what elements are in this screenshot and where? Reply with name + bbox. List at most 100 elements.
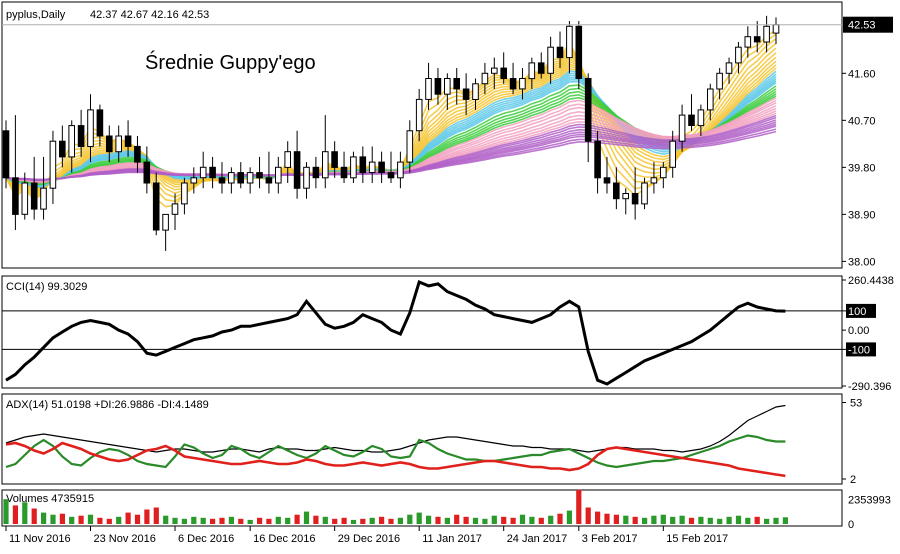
volume-bar <box>773 517 779 524</box>
candle-body <box>40 187 47 210</box>
candle-body <box>312 166 320 179</box>
candle-body <box>68 125 76 158</box>
time-tick-label: 3 Feb 2017 <box>582 533 638 545</box>
cci-pane-frame <box>1 275 843 389</box>
volume-bar <box>717 518 723 524</box>
cci-tick-label: 100 <box>848 306 866 318</box>
volume-bar <box>87 514 94 524</box>
candle-body <box>613 182 620 200</box>
volume-bar <box>604 513 610 524</box>
adx-pane-frame <box>1 393 843 485</box>
cci-tick-label: -100 <box>848 344 870 356</box>
candle-body <box>594 140 601 179</box>
candle-body <box>181 182 188 205</box>
candle-body <box>199 166 207 179</box>
volume-bar <box>116 516 122 524</box>
candle-body <box>725 62 733 74</box>
volume-bar <box>134 514 141 524</box>
candle-body <box>716 72 723 90</box>
candle-body <box>228 172 235 184</box>
volume-bar <box>548 515 554 524</box>
time-tick-label: 24 Jan 2017 <box>507 533 568 545</box>
candle-body <box>340 166 348 179</box>
volume-bar <box>59 513 65 524</box>
volume-bar <box>360 518 366 524</box>
time-axis: 11 Nov 2016 23 Nov 2016 6 Dec 2016 16 Dec 2… <box>5 526 728 545</box>
volume-bar <box>191 516 197 524</box>
candle-body <box>688 114 695 126</box>
candle-body <box>397 161 404 179</box>
candle-body <box>387 172 395 179</box>
volume-bar <box>642 517 648 524</box>
candle-body <box>669 140 677 168</box>
candle-body <box>537 62 545 74</box>
cci-plot <box>2 279 842 386</box>
candle-body <box>350 156 357 179</box>
cci-level-box <box>846 342 876 357</box>
volume-bar <box>388 518 394 524</box>
volume-bar <box>510 517 516 524</box>
adx-pane: ADX(14) 51.0198 +DI:26.9886 -DI:4.1489 5… <box>1 393 862 486</box>
time-tick-label: 15 Feb 2017 <box>666 533 728 545</box>
cci-pane: CCI(14) 99.3029 260.4438 100 0.00 -100 -290.… <box>1 275 894 393</box>
volume-bar <box>726 516 732 524</box>
volume-bar <box>78 515 84 524</box>
volume-bar <box>369 517 375 524</box>
price-tick-label: 41.60 <box>848 68 876 80</box>
candle-body <box>30 182 38 210</box>
candle-body <box>246 172 254 184</box>
candle-body <box>509 78 517 90</box>
candle-body <box>209 166 216 179</box>
volume-bar <box>764 518 770 524</box>
candle-body <box>106 135 113 153</box>
main-pane-frame <box>1 1 843 269</box>
candle-body <box>303 166 310 189</box>
volume-bar <box>454 514 460 524</box>
candle-body <box>707 88 714 111</box>
candle-body <box>566 25 573 59</box>
candle-body <box>434 78 442 95</box>
candle-body <box>650 177 658 184</box>
adx-axis: 53 2 <box>842 398 862 486</box>
candle-body <box>59 140 66 158</box>
candle-body <box>641 182 648 205</box>
candle-body <box>77 125 85 147</box>
candle-body <box>162 213 169 231</box>
volume-bar <box>50 514 56 524</box>
candle-body <box>406 130 414 163</box>
volume-bar <box>416 512 422 524</box>
candle-body <box>444 78 451 95</box>
overlay-title: Średnie Guppy'ego <box>145 50 316 74</box>
volume-pane-frame <box>1 489 843 527</box>
volume-bar <box>745 517 751 524</box>
adx-plot <box>5 404 786 478</box>
volume-bar <box>22 502 28 524</box>
candle-body <box>481 72 489 85</box>
candle-body <box>237 172 244 184</box>
volume-bar <box>529 516 535 524</box>
price-tick-label: 38.00 <box>848 256 876 268</box>
candle-body <box>472 83 479 101</box>
volume-bar <box>754 516 760 524</box>
volume-bar <box>670 516 676 524</box>
main-pane: pyplus,Daily 42.37 42.67 42.16 42.53 Śre… <box>1 1 893 269</box>
candle-body <box>190 177 198 184</box>
candle-body <box>49 140 57 189</box>
time-tick-label: 29 Dec 2016 <box>338 533 400 545</box>
plus-di-line <box>5 434 786 469</box>
volume-bar <box>519 514 526 524</box>
volume-axis: 2353993 0 <box>848 495 891 531</box>
volume-tick-label: 0 <box>848 519 854 531</box>
volume-bar <box>313 515 319 524</box>
volume-bar <box>41 512 47 524</box>
volume-bar <box>341 517 347 524</box>
candle-body <box>415 98 423 132</box>
cci-axis: 260.4438 100 0.00 -100 -290.396 <box>842 275 894 393</box>
volume-bar <box>181 518 187 524</box>
volume-bar <box>153 507 159 524</box>
time-tick-label: 11 Jan 2017 <box>422 533 482 545</box>
candle-body <box>660 166 667 179</box>
volume-bar <box>407 514 413 524</box>
volume-bar <box>538 517 544 524</box>
volume-bar <box>294 514 300 524</box>
